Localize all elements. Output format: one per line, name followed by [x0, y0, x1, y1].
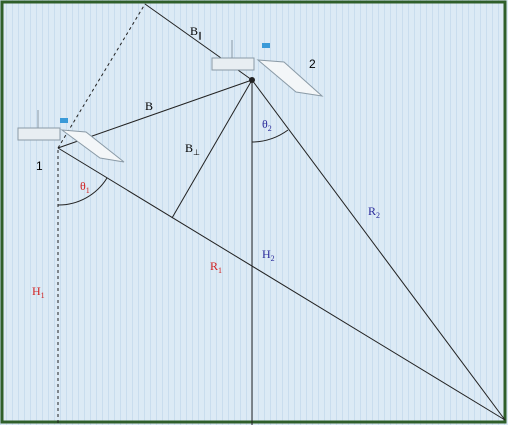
- angle-label: θ2: [262, 117, 272, 133]
- angle-arc-1: [57, 177, 108, 206]
- height-label: H2: [262, 247, 275, 263]
- range-label: R2: [368, 204, 380, 220]
- height-label: H1: [32, 284, 45, 300]
- satellite-1: [17, 110, 125, 163]
- angle-label: θ1: [80, 179, 90, 195]
- baseline-label: B: [145, 99, 153, 113]
- range-2: [251, 79, 506, 421]
- satellite-label: 1: [36, 159, 43, 173]
- satellite-label: 2: [309, 57, 316, 71]
- perpendicular-baseline-label: B⊥: [185, 141, 200, 157]
- angle-arc-2: [251, 129, 289, 143]
- projection-line: [57, 3, 146, 149]
- range-1: [57, 147, 506, 421]
- parallel-baseline-label: B∥: [190, 24, 202, 40]
- perpendicular-line: [171, 79, 253, 219]
- satellite-2: [211, 40, 324, 97]
- range-label: R1: [210, 259, 222, 275]
